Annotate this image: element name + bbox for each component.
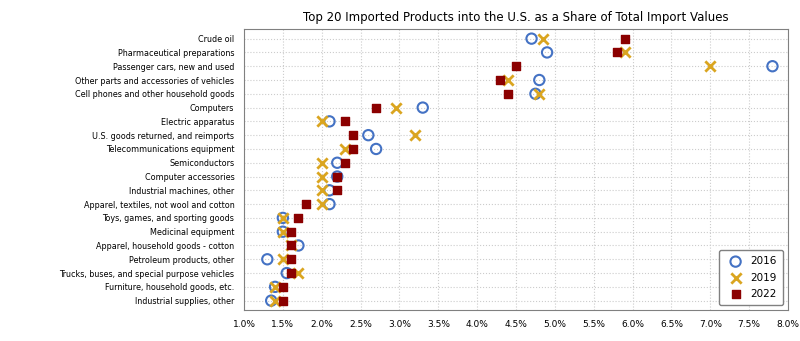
2016 <box>370 146 382 152</box>
2016 <box>280 270 293 276</box>
2019 <box>292 270 305 276</box>
2022 <box>284 256 297 262</box>
2019 <box>269 298 282 303</box>
2022 <box>284 270 297 276</box>
2019 <box>618 50 631 55</box>
2016 <box>265 298 278 303</box>
2022 <box>510 63 522 69</box>
2016 <box>331 160 344 165</box>
Legend: 2016, 2019, 2022: 2016, 2019, 2022 <box>719 250 782 305</box>
2022 <box>284 243 297 248</box>
2019 <box>315 119 328 124</box>
2022 <box>370 105 382 110</box>
2019 <box>315 188 328 193</box>
2022 <box>338 119 351 124</box>
2022 <box>277 284 290 290</box>
2016 <box>362 132 374 138</box>
2019 <box>277 215 290 221</box>
2019 <box>537 36 550 41</box>
2016 <box>331 174 344 179</box>
2016 <box>529 91 542 97</box>
2016 <box>292 243 305 248</box>
2022 <box>331 188 344 193</box>
2019 <box>284 243 297 248</box>
2016 <box>277 215 290 221</box>
2016 <box>277 229 290 234</box>
2022 <box>618 36 631 41</box>
2019 <box>315 174 328 179</box>
2016 <box>269 284 282 290</box>
2022 <box>284 229 297 234</box>
2019 <box>315 202 328 207</box>
2022 <box>338 160 351 165</box>
2016 <box>541 50 554 55</box>
2016 <box>261 256 274 262</box>
Title: Top 20 Imported Products into the U.S. as a Share of Total Import Values: Top 20 Imported Products into the U.S. a… <box>303 11 729 24</box>
2022 <box>331 174 344 179</box>
2022 <box>494 77 507 83</box>
2019 <box>389 105 402 110</box>
2016 <box>323 119 336 124</box>
2019 <box>277 256 290 262</box>
2019 <box>409 132 422 138</box>
2022 <box>346 146 359 152</box>
2022 <box>610 50 623 55</box>
2019 <box>315 160 328 165</box>
2016 <box>525 36 538 41</box>
2022 <box>300 202 313 207</box>
2016 <box>323 188 336 193</box>
2016 <box>323 202 336 207</box>
2019 <box>277 229 290 234</box>
2022 <box>502 91 514 97</box>
2019 <box>502 77 514 83</box>
2016 <box>533 77 546 83</box>
2016 <box>416 105 429 110</box>
2022 <box>292 215 305 221</box>
2019 <box>533 91 546 97</box>
2019 <box>338 146 351 152</box>
2022 <box>277 298 290 303</box>
2019 <box>269 284 282 290</box>
2019 <box>704 63 717 69</box>
2022 <box>346 132 359 138</box>
2016 <box>766 63 779 69</box>
